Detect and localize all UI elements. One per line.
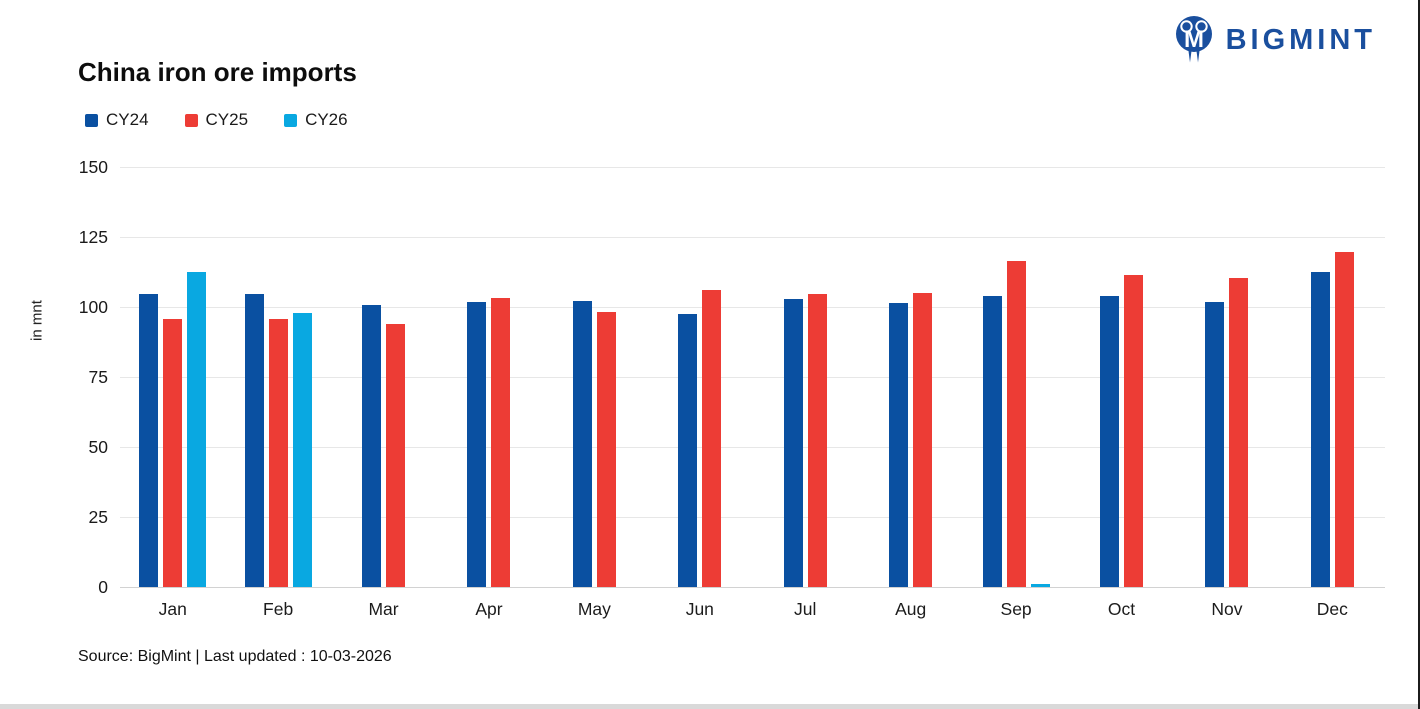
x-axis-label-dec: Dec xyxy=(1316,599,1348,619)
legend-label: CY24 xyxy=(106,110,149,129)
bar-cy25-feb xyxy=(268,319,288,587)
gridline-75 xyxy=(120,377,1385,378)
x-axis-labels: Jan Feb Mar Apr May Jun Jul Aug Sep Oct Nov Dec xyxy=(120,599,1385,620)
y-tick-label: 75 xyxy=(88,367,108,387)
y-tick-label: 0 xyxy=(98,577,108,597)
x-axis-baseline xyxy=(120,587,1385,588)
bar-cy24-nov xyxy=(1205,301,1225,587)
bar-cy24-jun xyxy=(678,313,698,587)
x-axis-label-apr: Apr xyxy=(475,599,503,619)
plot-area xyxy=(120,167,1385,587)
x-axis-label-aug: Aug xyxy=(895,599,927,619)
legend-item-cy25[interactable]: CY25 xyxy=(184,110,249,130)
y-tick-label: 150 xyxy=(78,157,108,177)
month-group-jan xyxy=(120,167,225,587)
x-axis-label-jun: Jun xyxy=(685,599,714,619)
y-tick-label: 25 xyxy=(88,507,108,527)
y-axis-label: in mnt xyxy=(28,300,46,341)
x-axis-label-oct: Oct xyxy=(1107,599,1136,619)
x-axis-label-nov: Nov xyxy=(1211,599,1243,619)
legend-swatch-cy24 xyxy=(85,113,98,127)
bigmint-logo-text: BIGMINT xyxy=(1225,23,1376,56)
bar-cy24-dec xyxy=(1310,272,1330,587)
x-axis-label-sep: Sep xyxy=(1000,599,1032,619)
x-axis-label-jan: Jan xyxy=(158,599,187,619)
gridline-100 xyxy=(120,307,1385,308)
source-note: Source: BigMint | Last updated : 10-03-2… xyxy=(78,648,392,665)
x-axis-label-jul: Jul xyxy=(794,599,817,619)
gridline-50 xyxy=(120,447,1385,448)
month-group-aug xyxy=(858,167,963,587)
right-edge-border xyxy=(1418,0,1420,709)
y-tick-label: 100 xyxy=(78,297,108,317)
bar-cy25-mar xyxy=(386,323,406,587)
bar-cy25-jan xyxy=(163,319,183,587)
bar-cy25-sep xyxy=(1006,261,1026,587)
bar-cy25-apr xyxy=(491,298,511,587)
legend-swatch-cy26 xyxy=(284,113,298,127)
bar-cy24-apr xyxy=(467,301,487,587)
legend-swatch-cy25 xyxy=(184,113,198,127)
month-group-may xyxy=(542,167,647,587)
bar-cy24-feb xyxy=(244,294,264,587)
month-group-jul xyxy=(753,167,858,587)
month-group-nov xyxy=(1174,167,1279,587)
month-group-dec xyxy=(1280,167,1385,587)
bar-cy25-may xyxy=(596,312,616,587)
bar-cy24-may xyxy=(572,301,592,587)
legend-label: CY26 xyxy=(305,110,348,129)
chart-legend: CY24 CY25 CY26 xyxy=(85,110,348,130)
bar-cy24-aug xyxy=(889,303,909,587)
x-axis-label-mar: Mar xyxy=(368,599,399,619)
bar-cy26-sep xyxy=(1030,584,1050,587)
y-tick-label: 50 xyxy=(88,437,108,457)
bar-cy25-nov xyxy=(1229,277,1249,587)
month-group-apr xyxy=(436,167,541,587)
chart-title: China iron ore imports xyxy=(78,57,357,87)
svg-text:M: M xyxy=(1184,26,1204,53)
month-group-sep xyxy=(963,167,1068,587)
gridline-25 xyxy=(120,517,1385,518)
legend-label: CY25 xyxy=(205,110,249,129)
bigmint-logo: M BIGMINT xyxy=(1172,14,1376,66)
legend-item-cy24[interactable]: CY24 xyxy=(85,110,149,130)
bar-cy25-oct xyxy=(1124,275,1143,587)
bar-cy24-mar xyxy=(362,305,382,587)
x-axis-label-may: May xyxy=(577,599,611,619)
bar-cy25-aug xyxy=(913,292,933,587)
y-tick-label: 125 xyxy=(78,227,108,247)
bar-cy24-jan xyxy=(139,294,159,587)
month-group-jun xyxy=(647,167,752,587)
bar-cy26-jan xyxy=(187,272,207,587)
bigmint-logo-icon: M xyxy=(1175,16,1212,63)
month-group-feb xyxy=(225,167,330,587)
bar-cy25-jun xyxy=(702,290,722,587)
bottom-edge-strip xyxy=(0,704,1420,709)
legend-item-cy26[interactable]: CY26 xyxy=(284,110,348,130)
month-group-mar xyxy=(331,167,436,587)
bar-cy24-sep xyxy=(982,295,1002,587)
bar-cy24-oct xyxy=(1100,296,1119,587)
bar-cy26-feb xyxy=(292,313,312,587)
month-group-oct xyxy=(1069,167,1174,587)
bar-cy25-dec xyxy=(1334,251,1354,587)
bar-cy24-jul xyxy=(783,298,803,587)
gridline-125 xyxy=(120,237,1385,238)
bar-cy25-jul xyxy=(807,294,827,587)
x-axis-label-feb: Feb xyxy=(263,599,294,619)
gridline-150 xyxy=(120,167,1385,168)
